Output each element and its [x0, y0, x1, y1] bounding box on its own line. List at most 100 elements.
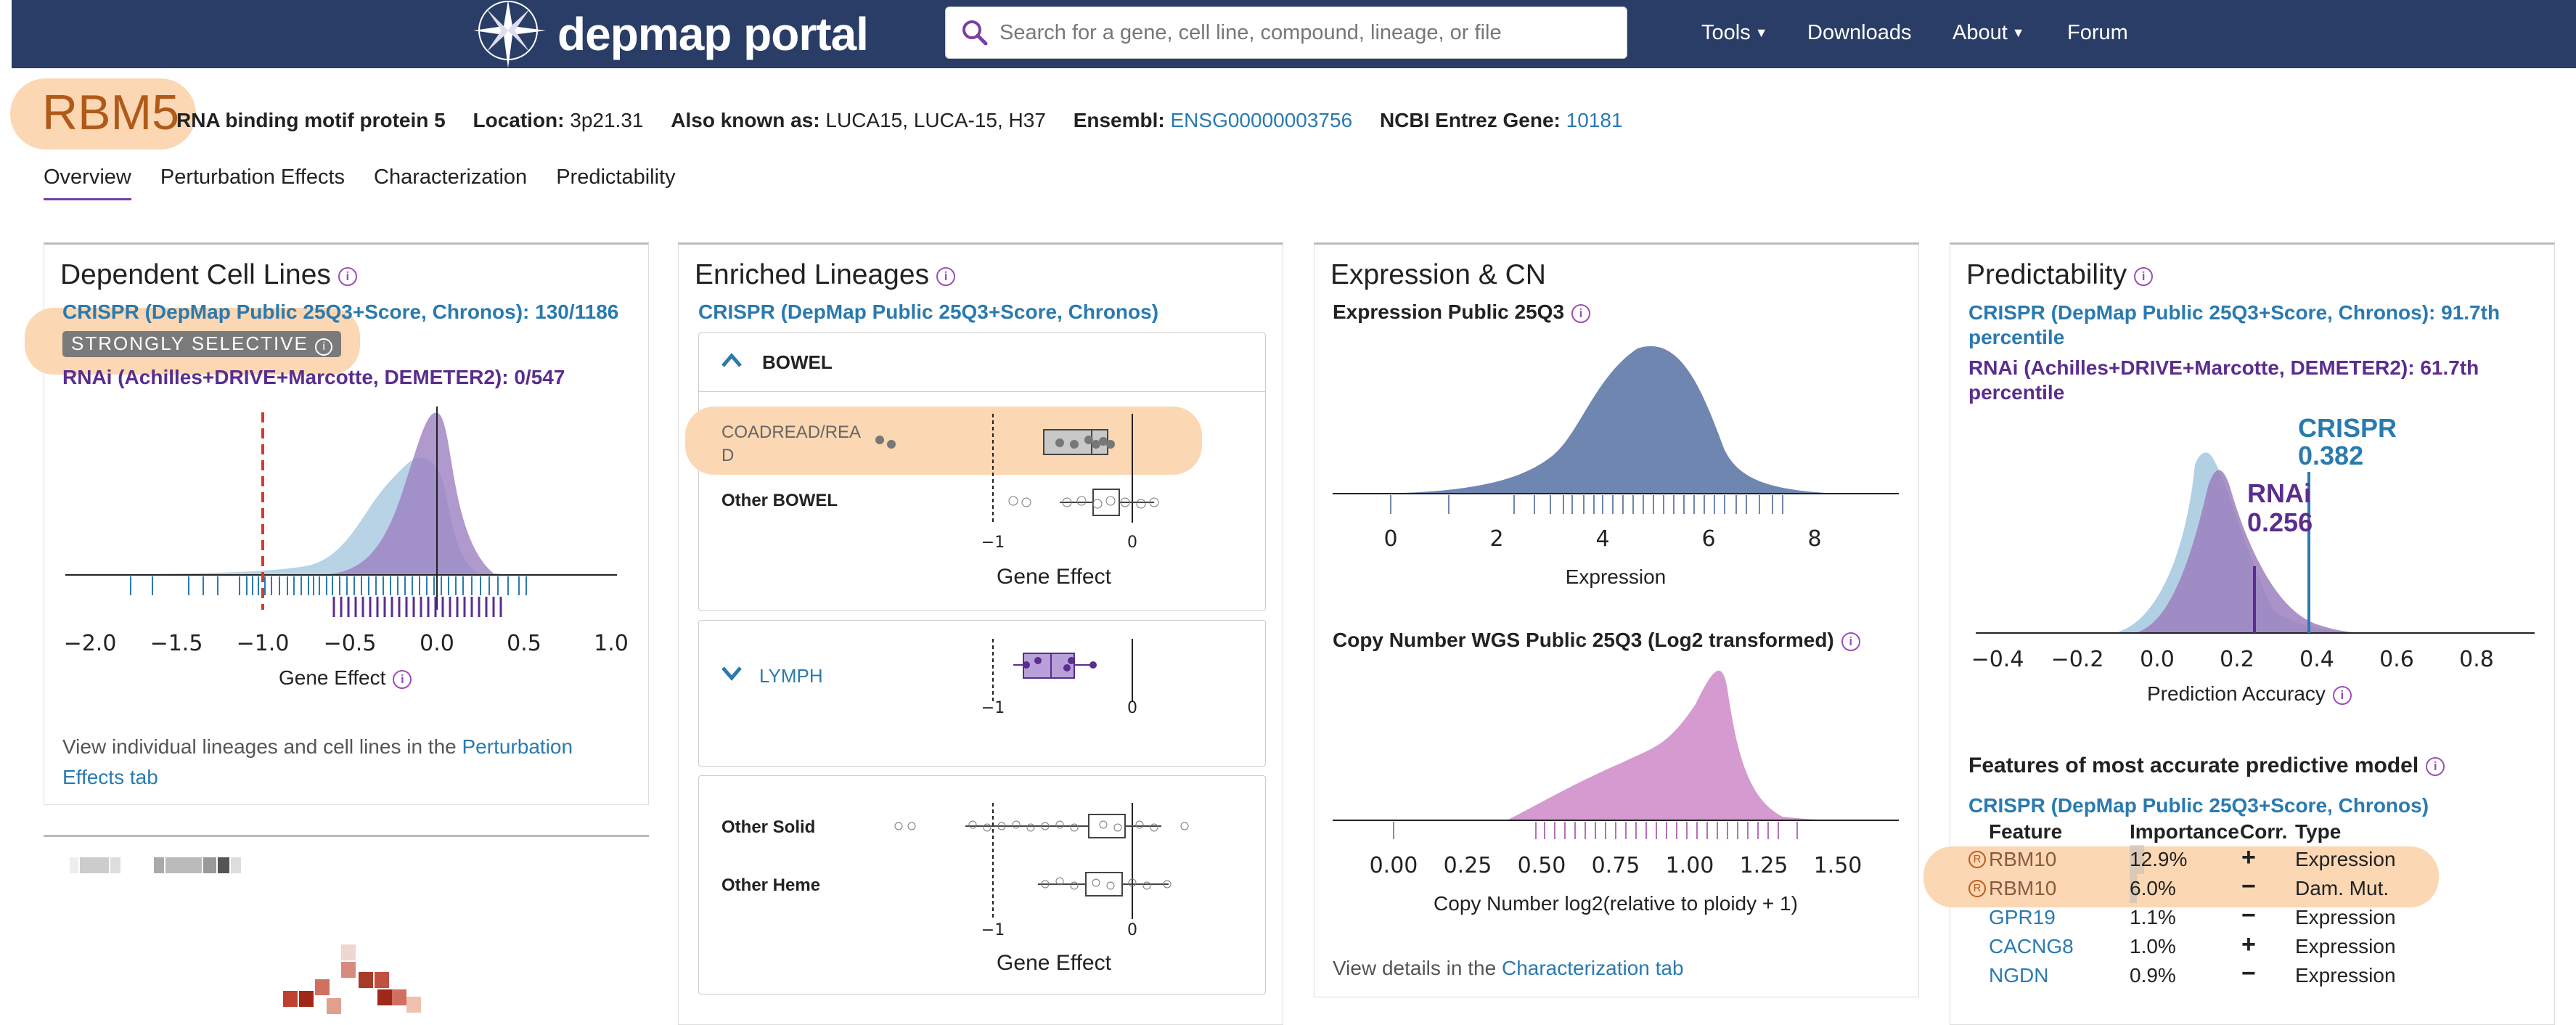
col-corr: Corr.: [2240, 820, 2288, 843]
tab-predictability[interactable]: Predictability: [556, 166, 676, 189]
location-value: 3p21.31: [570, 109, 644, 131]
depmap-logo[interactable]: depmap portal: [444, 0, 869, 68]
other-solid-label: Other Solid: [721, 817, 816, 837]
prediction-accuracy-plot: CRISPR 0.382 RNAi 0.256 −0.4 −0.2 0.0 0.…: [1971, 413, 2535, 672]
feature-importance: 12.9%: [2130, 848, 2188, 870]
tick-label: −1.5: [150, 631, 203, 656]
feature-importance: 1.1%: [2130, 906, 2176, 928]
rnai-dependency-count[interactable]: RNAi (Achilles+DRIVE+Marcotte, DEMETER2)…: [62, 366, 565, 388]
registered-icon: R: [1968, 851, 1986, 868]
nav-tools-label: Tools: [1701, 20, 1751, 44]
lymph-boxplot: −1 0: [981, 639, 1137, 717]
coadread-label[interactable]: COADREAD/REA D: [721, 421, 861, 467]
importance-bar: [2130, 845, 2144, 874]
gene-effect-density-plot: −2.0 −1.5 −1.0 −0.5 0.0 0.5 1.0: [64, 407, 629, 656]
expression-density: [1376, 346, 1841, 494]
bowel-header[interactable]: BOWEL: [698, 332, 1266, 392]
feature-name[interactable]: NGDN: [1989, 964, 2049, 987]
heatmap-preview: [70, 857, 421, 1014]
nav-forum-label: Forum: [2067, 20, 2128, 44]
copy-number-density-plot: 0.00 0.25 0.50 0.75 1.00 1.25 1.50 Copy …: [1333, 670, 1899, 915]
tab-characterization[interactable]: Characterization: [374, 166, 528, 189]
chevron-up-icon: [721, 353, 742, 367]
lymph-lineage-box[interactable]: [698, 620, 1266, 767]
tick-label: 1.50: [1814, 853, 1863, 878]
footer-text: View details in the: [1333, 957, 1502, 979]
entrez-link[interactable]: 10181: [1566, 109, 1623, 131]
feature-name[interactable]: CACNG8: [1989, 935, 2074, 957]
feature-name[interactable]: RBM10: [1989, 877, 2057, 899]
importance-bar: [2130, 874, 2137, 903]
tick-label: 0: [1383, 526, 1397, 552]
registered-icon: R: [1968, 880, 1986, 897]
feature-type: Expression: [2295, 935, 2396, 957]
info-icon[interactable]: i: [315, 338, 333, 356]
copy-number-dataset-label: Copy Number WGS Public 25Q3 (Log2 transf…: [1333, 629, 1860, 652]
feature-name[interactable]: RBM10: [1989, 848, 2057, 870]
tick-label: 0.00: [1370, 853, 1418, 878]
aliases-value: LUCA15, LUCA-15, H37: [825, 109, 1046, 131]
crispr-value: 0.382: [2298, 441, 2363, 470]
characterization-link[interactable]: Characterization tab: [1501, 957, 1684, 979]
col-type: Type: [2295, 820, 2342, 843]
info-icon[interactable]: i: [338, 266, 357, 286]
tick-label: 0.5: [507, 631, 541, 656]
nav-tools[interactable]: Tools ▼: [1701, 0, 1768, 65]
tab-overview[interactable]: Overview: [44, 166, 131, 200]
chevron-down-icon[interactable]: [720, 663, 743, 682]
expression-rug: [1390, 495, 1783, 514]
tick-label: 0.4: [2299, 647, 2334, 672]
feature-importance: 6.0%: [2130, 877, 2176, 899]
tab-perturbation-effects[interactable]: Perturbation Effects: [160, 166, 345, 189]
info-icon[interactable]: i: [2426, 757, 2445, 777]
info-icon[interactable]: i: [2332, 685, 2352, 705]
rnai-tag: RNAi: [2247, 478, 2311, 508]
dependent-footer: View individual lineages and cell lines …: [62, 732, 614, 793]
expression-dataset-label: Expression Public 25Q3 i: [1333, 301, 1591, 324]
tick-label: −0.5: [324, 631, 377, 656]
info-icon[interactable]: i: [393, 669, 412, 689]
tick-label: 1.00: [1666, 853, 1714, 878]
brand-name: depmap portal: [557, 8, 869, 60]
info-icon[interactable]: i: [936, 266, 956, 286]
search-icon: [962, 20, 988, 46]
nav-about[interactable]: About ▼: [1953, 0, 2025, 65]
enriched-title: Enriched Lineages i: [695, 259, 956, 291]
rnai-predictability[interactable]: RNAi (Achilles+DRIVE+Marcotte, DEMETER2)…: [1968, 356, 2479, 404]
strongly-selective-badge: STRONGLY SELECTIVE i: [62, 331, 342, 357]
bowel-boxplots: −1 0 Gene Effect: [875, 414, 1159, 589]
feature-name[interactable]: GPR19: [1989, 906, 2056, 928]
perturbation-effects-link[interactable]: Perturbation Effects tab: [62, 735, 573, 788]
tick-label: 0.25: [1444, 853, 1492, 878]
predictability-title: Predictability i: [1966, 259, 2154, 291]
location-label: Location:: [473, 109, 565, 131]
crispr-dependency-count[interactable]: CRISPR (DepMap Public 25Q3+Score, Chrono…: [62, 301, 619, 323]
rnai-value: 0.256: [2247, 507, 2313, 537]
x-axis-label: Expression: [1566, 565, 1667, 588]
rnai-density: [319, 412, 552, 576]
expression-dataset-text: Expression Public 25Q3: [1333, 301, 1565, 323]
info-icon[interactable]: i: [2134, 266, 2154, 286]
feature-importance: 0.9%: [2130, 964, 2176, 987]
tick-label: 0.50: [1518, 853, 1566, 878]
coadread-label-line1: COADREAD/REA: [721, 422, 862, 442]
info-icon[interactable]: i: [1571, 303, 1591, 323]
feature-type: Expression: [2295, 848, 2396, 870]
feature-type: Dam. Mut.: [2295, 877, 2389, 899]
crispr-predictability[interactable]: CRISPR (DepMap Public 25Q3+Score, Chrono…: [1968, 301, 2501, 348]
feature-corr: −: [2241, 902, 2256, 929]
x-axis-label: Copy Number log2(relative to ploidy + 1): [1434, 892, 1798, 915]
other-heme-box: [1085, 872, 1123, 897]
gene-info-row: RNA binding motif protein 5 Location: 3p…: [176, 109, 1623, 132]
x-axis-label: Gene Effect: [997, 951, 1112, 975]
tick-label: 0.8: [2459, 647, 2494, 672]
nav-forum[interactable]: Forum: [2067, 0, 2128, 65]
nav-downloads[interactable]: Downloads: [1807, 0, 1911, 65]
search-input[interactable]: Search for a gene, cell line, compound, …: [945, 7, 1627, 59]
lymph-header-label[interactable]: LYMPH: [759, 665, 823, 687]
tick-label: −1: [981, 699, 1005, 717]
crispr-tag: CRISPR: [2298, 413, 2397, 443]
ensembl-link[interactable]: ENSG00000003756: [1170, 109, 1353, 131]
star-logo-icon: [473, 0, 546, 68]
info-icon[interactable]: i: [1841, 632, 1860, 651]
